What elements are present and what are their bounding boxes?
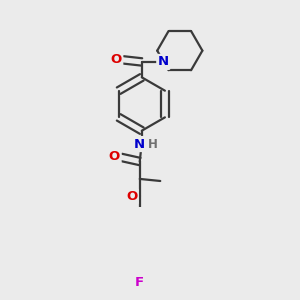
Text: O: O xyxy=(109,150,120,163)
Text: F: F xyxy=(135,276,144,289)
Text: H: H xyxy=(148,137,158,151)
Text: N: N xyxy=(134,137,145,151)
Text: O: O xyxy=(110,53,122,66)
Text: N: N xyxy=(158,56,169,68)
Text: O: O xyxy=(126,190,137,203)
